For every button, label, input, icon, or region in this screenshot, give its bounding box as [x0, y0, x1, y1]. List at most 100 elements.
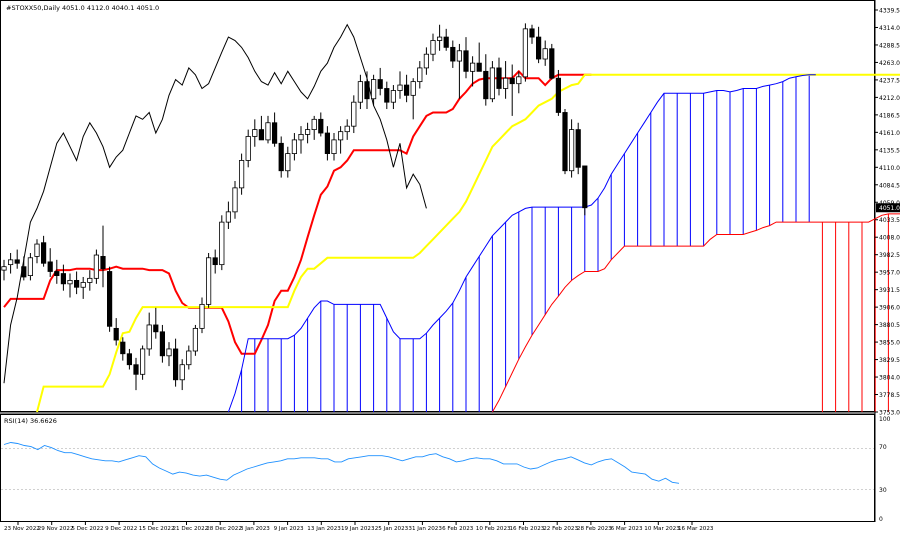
candle-body	[133, 364, 139, 375]
candle-body	[390, 90, 397, 103]
x-tick-label: 31 Jan 2023	[408, 526, 442, 532]
candle-body	[516, 76, 522, 85]
candle-body	[186, 350, 192, 366]
x-tick-label: 3 Jan 2023	[240, 526, 270, 532]
candle-body	[93, 254, 99, 279]
candle-body	[549, 48, 555, 79]
x-tick-label: 9 Dec 2022	[105, 526, 137, 532]
candle-body	[555, 77, 562, 113]
candle-body	[21, 266, 27, 278]
candle-body	[384, 88, 390, 103]
candle-body	[569, 129, 575, 172]
y-tick-label: 4033.5	[879, 217, 900, 224]
candle-body	[100, 256, 106, 270]
candle-body	[582, 165, 588, 209]
candle-body	[199, 303, 205, 329]
rsi-level-100: 100	[879, 416, 891, 423]
candle-body	[509, 77, 515, 85]
candle-body	[107, 271, 113, 327]
x-tick-label: 16 Feb 2023	[510, 526, 545, 532]
candle-body	[450, 46, 456, 62]
x-tick-label: 13 Jan 2023	[307, 526, 341, 532]
candle-body	[87, 277, 93, 283]
candle-body	[238, 160, 245, 189]
y-tick-label: 4135.5	[879, 147, 900, 154]
candle-body	[357, 81, 364, 103]
candle-body	[179, 364, 185, 381]
candle-body	[1, 266, 7, 271]
x-tick-label: 5 Dec 2022	[71, 526, 103, 532]
x-tick-label: 29 Nov 2022	[38, 526, 74, 532]
x-tick-label: 16 Mar 2023	[678, 526, 714, 532]
rsi-level-30: 30	[879, 487, 887, 494]
candle-body	[166, 348, 172, 357]
y-tick-label: 4263.0	[879, 60, 900, 67]
candle-body	[337, 131, 344, 141]
candle-body	[370, 79, 377, 100]
candle-body	[271, 122, 278, 144]
y-tick-label: 4237.5	[879, 77, 900, 84]
candle-body	[27, 257, 34, 277]
y-tick-label: 4110.0	[879, 165, 900, 172]
senkou-span-aline	[227, 74, 816, 413]
candle-body	[291, 139, 298, 154]
candle-body	[436, 36, 443, 41]
x-tick-label: 6 Mar 2023	[611, 526, 643, 532]
y-tick-label: 3880.5	[879, 322, 900, 329]
candle-body	[502, 77, 509, 89]
candle-body	[377, 79, 383, 89]
candle-body	[54, 271, 60, 277]
candle-body	[364, 81, 370, 100]
y-tick-label: 4186.5	[879, 112, 900, 119]
candle-body	[120, 341, 126, 355]
x-tick-label: 23 Nov 2022	[4, 526, 40, 532]
x-tick-label: 19 Jan 2023	[341, 526, 375, 532]
candle-body	[331, 139, 337, 154]
x-tick-label: 28 Feb 2023	[577, 526, 612, 532]
y-tick-label: 3829.5	[879, 357, 900, 364]
senkou-span-bline	[491, 213, 900, 413]
candle-body	[139, 348, 146, 375]
candle-body	[483, 70, 489, 100]
y-tick-label: 4161.0	[879, 130, 900, 137]
candle-body	[192, 327, 198, 352]
candle-body	[469, 62, 476, 72]
candle-body	[311, 118, 317, 131]
candle-body	[489, 67, 496, 100]
rsi-level-0: 0	[879, 516, 883, 523]
chikou-spanline	[3, 23, 427, 384]
y-tick-label: 3931.5	[879, 287, 900, 294]
y-tick-label: 3753.0	[879, 410, 900, 417]
ichimoku-cloud	[241, 74, 889, 412]
y-tick-label: 3855.0	[879, 340, 900, 347]
candle-body	[252, 129, 258, 137]
x-tick-label: 6 Feb 2023	[442, 526, 474, 532]
candle-body	[265, 122, 271, 141]
candle-body	[456, 50, 463, 62]
candle-body	[258, 129, 265, 141]
y-tick-label: 4212.0	[879, 95, 900, 102]
candle-body	[496, 67, 502, 89]
candle-body	[423, 53, 430, 69]
x-tick-label: 22 Feb 2023	[543, 526, 578, 532]
candle-body	[304, 129, 311, 135]
kijun-senline	[36, 73, 900, 413]
candle-body	[113, 327, 119, 341]
x-tick-label: 21 Dec 2022	[173, 526, 209, 532]
candle-body	[153, 324, 159, 333]
x-tick-label: 10 Feb 2023	[476, 526, 511, 532]
candle-body	[74, 279, 80, 288]
candle-body	[172, 348, 179, 381]
candle-body	[443, 36, 449, 48]
candle-body	[529, 28, 535, 38]
candlesticks	[1, 23, 588, 391]
y-tick-label: 3957.0	[879, 270, 900, 277]
candle-body	[536, 36, 542, 60]
rsi-indicator	[1, 442, 874, 490]
rsi-line	[3, 442, 680, 484]
candle-body	[278, 142, 284, 172]
candle-body	[298, 134, 304, 141]
candle-body	[219, 221, 225, 266]
x-tick-label: 25 Jan 2023	[375, 526, 409, 532]
candle-body	[417, 67, 423, 83]
